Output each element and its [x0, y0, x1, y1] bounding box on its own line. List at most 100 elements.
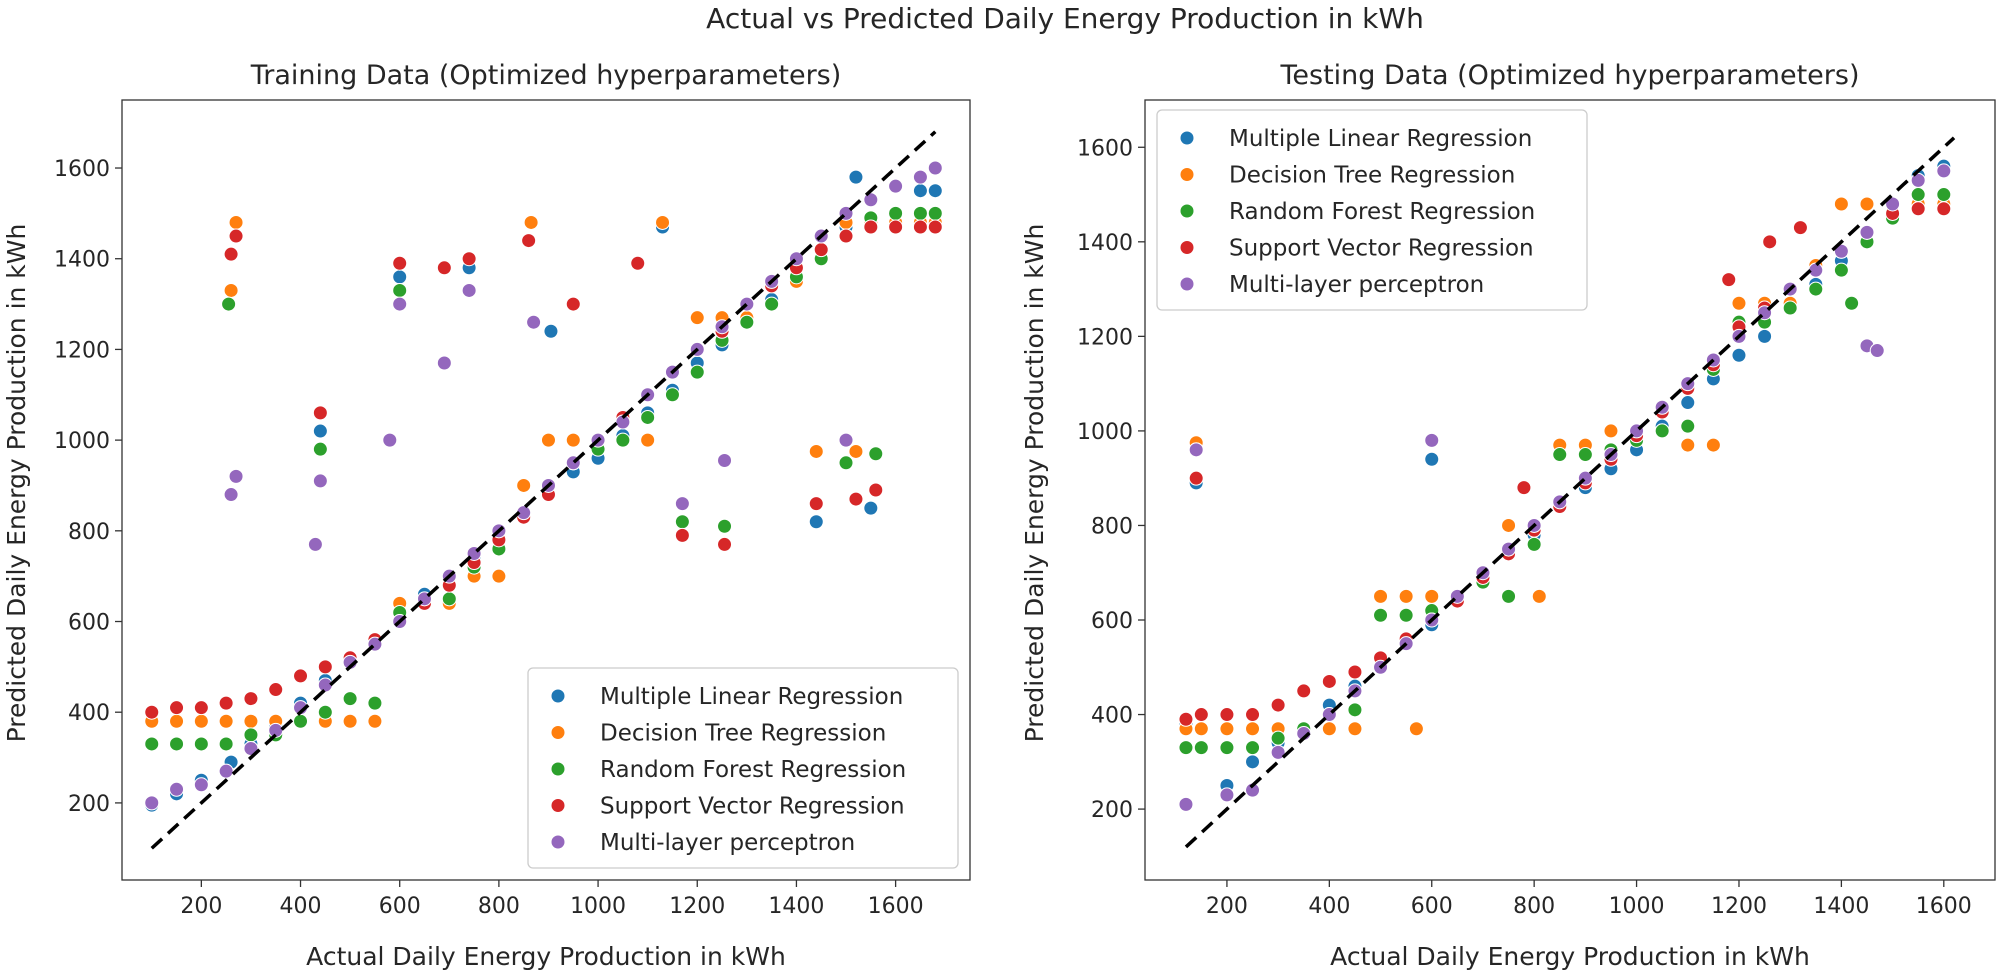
decision-tree-regression-point: [1833, 196, 1849, 212]
support-vector-regression-point: [461, 251, 477, 267]
legend-label-multiple-linear-regression: Multiple Linear Regression: [600, 684, 903, 710]
support-vector-regression-point: [144, 704, 160, 720]
support-vector-regression-point: [228, 228, 244, 244]
training-reference-line: [150, 130, 937, 850]
y-tick-label: 1200: [54, 338, 110, 363]
multi-layer-perceptron-point: [717, 453, 733, 469]
x-tick-label: 800: [1513, 894, 1555, 919]
random-forest-regression-point: [927, 205, 943, 221]
multiple-linear-regression-point: [312, 423, 328, 439]
multi-layer-perceptron-point: [461, 282, 477, 298]
random-forest-regression-point: [912, 205, 928, 221]
random-forest-regression-point: [193, 736, 209, 752]
legend-marker-multi-layer-perceptron: [550, 834, 566, 850]
decision-tree-regression-point: [523, 214, 539, 230]
testing-legend-box: [1156, 109, 1588, 311]
random-forest-regression-point: [1526, 536, 1542, 552]
multi-layer-perceptron-point: [526, 314, 542, 330]
support-vector-regression-point: [317, 659, 333, 675]
support-vector-regression-point: [927, 219, 943, 235]
testing-reference-line: [1184, 136, 1956, 849]
random-forest-regression-point: [1501, 588, 1517, 604]
legend-marker-decision-tree-regression: [1179, 167, 1195, 182]
random-forest-regression-point: [739, 314, 755, 330]
support-vector-regression-point: [293, 668, 309, 684]
support-vector-regression-point: [521, 233, 537, 249]
training-points: [144, 130, 943, 850]
random-forest-regression-point: [615, 432, 631, 448]
x-tick-label: 1400: [1813, 894, 1869, 919]
random-forest-regression-point: [868, 446, 884, 462]
random-forest-regression-point: [1808, 281, 1824, 297]
decision-tree-regression-point: [1219, 721, 1235, 737]
x-tick-label: 600: [379, 894, 421, 919]
decision-tree-regression-point: [1531, 588, 1547, 604]
support-vector-regression-point: [1219, 707, 1235, 723]
testing-xlabel: Actual Daily Energy Production in kWh: [1330, 942, 1810, 971]
support-vector-regression-point: [717, 536, 733, 552]
support-vector-regression-point: [630, 255, 646, 271]
support-vector-regression-point: [863, 219, 879, 235]
y-tick-label: 200: [1091, 798, 1133, 823]
support-vector-regression-point: [868, 482, 884, 498]
support-vector-regression-point: [838, 228, 854, 244]
training-xlabel: Actual Daily Energy Production in kWh: [306, 942, 786, 971]
random-forest-regression-point: [1270, 730, 1286, 746]
random-forest-regression-point: [317, 704, 333, 720]
multiple-linear-regression-point: [912, 183, 928, 199]
legend-label-support-vector-regression: Support Vector Regression: [600, 794, 905, 820]
random-forest-regression-point: [342, 691, 358, 707]
multi-layer-perceptron-point: [1859, 224, 1875, 240]
testing-title: Testing Data (Optimized hyperparameters): [1280, 60, 1860, 91]
multi-layer-perceptron-point: [392, 296, 408, 312]
multi-layer-perceptron-point: [912, 169, 928, 185]
legend-marker-random-forest-regression: [550, 761, 566, 777]
random-forest-regression-point: [293, 713, 309, 729]
support-vector-regression-point: [223, 246, 239, 262]
random-forest-regression-point: [1782, 300, 1798, 316]
random-forest-regression-point: [1219, 740, 1235, 756]
random-forest-regression-point: [764, 296, 780, 312]
training-axes-frame: [121, 99, 971, 881]
support-vector-regression-point: [1270, 697, 1286, 713]
training-axes: 200 400 600 800 1000 1200 1400 1600 200 400 600 800…: [54, 99, 971, 919]
x-tick-label: 800: [478, 894, 520, 919]
x-tick-label: 1600: [1916, 894, 1972, 919]
decision-tree-regression-point: [848, 443, 864, 459]
testing-panel: Testing Data (Optimized hyperparameters)…: [1020, 60, 1996, 971]
multi-layer-perceptron-point: [1219, 787, 1235, 803]
decision-tree-regression-point: [193, 713, 209, 729]
multi-layer-perceptron-point: [1936, 163, 1952, 179]
multiple-linear-regression-point: [543, 323, 559, 339]
random-forest-regression-point: [1844, 295, 1860, 311]
x-tick-label: 1000: [1609, 894, 1665, 919]
legend-marker-random-forest-regression: [1179, 203, 1195, 219]
decision-tree-regression-point: [1859, 196, 1875, 212]
random-forest-regression-point: [1680, 418, 1696, 434]
multi-layer-perceptron-point: [1910, 172, 1926, 188]
legend-label-multi-layer-perceptron: Multi-layer perceptron: [600, 830, 855, 856]
random-forest-regression-point: [218, 736, 234, 752]
multi-layer-perceptron-point: [888, 178, 904, 194]
multi-layer-perceptron-point: [1833, 243, 1849, 259]
multiple-linear-regression-point: [863, 500, 879, 516]
decision-tree-regression-point: [1408, 721, 1424, 737]
decision-tree-regression-point: [1193, 721, 1209, 737]
multi-layer-perceptron-point: [169, 781, 185, 797]
multi-layer-perceptron-point: [1808, 262, 1824, 278]
multi-layer-perceptron-point: [228, 468, 244, 484]
support-vector-regression-point: [1762, 234, 1778, 250]
random-forest-regression-point: [1398, 607, 1414, 623]
training-panel: Training Data (Optimized hyperparameters…: [2, 60, 971, 971]
multiple-linear-regression-point: [392, 269, 408, 285]
decision-tree-regression-point: [1373, 588, 1389, 604]
y-tick-label: 1600: [1077, 136, 1133, 161]
multi-layer-perceptron-point: [615, 414, 631, 430]
legend-label-decision-tree-regression: Decision Tree Regression: [1229, 163, 1515, 189]
multi-layer-perceptron-point: [863, 192, 879, 208]
decision-tree-regression-point: [243, 713, 259, 729]
legend-marker-multiple-linear-regression: [550, 688, 566, 704]
legend-label-support-vector-regression: Support Vector Regression: [1229, 236, 1534, 262]
random-forest-regression-point: [838, 455, 854, 471]
